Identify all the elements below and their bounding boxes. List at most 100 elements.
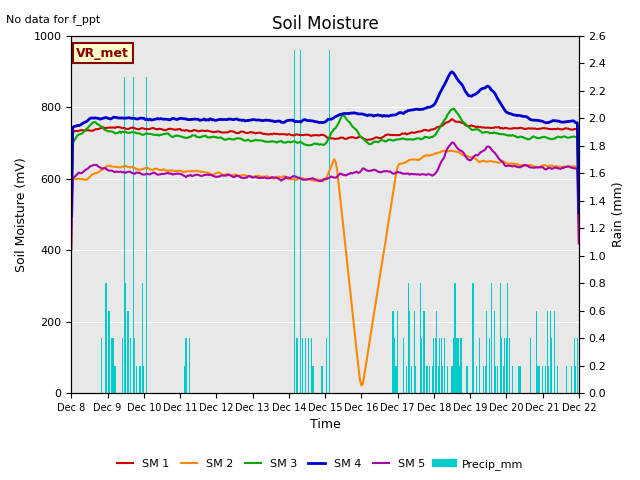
- Y-axis label: Soil Moisture (mV): Soil Moisture (mV): [15, 157, 28, 272]
- Bar: [294, 50, 296, 393]
- Bar: [536, 311, 537, 393]
- Bar: [441, 338, 442, 393]
- Bar: [392, 311, 394, 393]
- Bar: [502, 366, 504, 393]
- Bar: [483, 366, 484, 393]
- Bar: [550, 311, 551, 393]
- Bar: [479, 338, 480, 393]
- Bar: [447, 366, 448, 393]
- Bar: [106, 283, 107, 393]
- Bar: [408, 283, 409, 393]
- Bar: [432, 366, 433, 393]
- Bar: [143, 366, 145, 393]
- Bar: [444, 338, 445, 393]
- Bar: [577, 338, 578, 393]
- Bar: [476, 366, 477, 393]
- Bar: [548, 366, 549, 393]
- Bar: [460, 338, 461, 393]
- Bar: [184, 366, 185, 393]
- Bar: [146, 77, 147, 393]
- X-axis label: Time: Time: [310, 419, 340, 432]
- Bar: [429, 366, 430, 393]
- Bar: [472, 283, 474, 393]
- Bar: [442, 366, 444, 393]
- Bar: [504, 338, 506, 393]
- Bar: [186, 338, 187, 393]
- Bar: [136, 366, 137, 393]
- Bar: [113, 338, 114, 393]
- Bar: [424, 311, 426, 393]
- Legend: SM 1, SM 2, SM 3, SM 4, SM 5, Precip_mm: SM 1, SM 2, SM 3, SM 4, SM 5, Precip_mm: [112, 455, 528, 474]
- Bar: [573, 338, 575, 393]
- Bar: [305, 338, 306, 393]
- Bar: [409, 311, 410, 393]
- Bar: [297, 338, 298, 393]
- Bar: [300, 50, 301, 393]
- Bar: [489, 338, 490, 393]
- Y-axis label: Rain (mm): Rain (mm): [612, 182, 625, 247]
- Bar: [134, 338, 135, 393]
- Text: VR_met: VR_met: [76, 47, 129, 60]
- Bar: [454, 283, 456, 393]
- Bar: [542, 366, 543, 393]
- Bar: [124, 77, 125, 393]
- Bar: [403, 338, 404, 393]
- Bar: [501, 338, 502, 393]
- Bar: [500, 283, 501, 393]
- Bar: [539, 366, 540, 393]
- Bar: [451, 366, 452, 393]
- Bar: [394, 338, 395, 393]
- Bar: [413, 311, 415, 393]
- Bar: [500, 311, 501, 393]
- Bar: [530, 338, 531, 393]
- Bar: [497, 366, 498, 393]
- Bar: [396, 366, 397, 393]
- Bar: [519, 366, 520, 393]
- Bar: [140, 366, 141, 393]
- Bar: [321, 366, 323, 393]
- Bar: [491, 283, 492, 393]
- Bar: [411, 366, 412, 393]
- Bar: [547, 311, 548, 393]
- Bar: [439, 338, 440, 393]
- Bar: [538, 366, 539, 393]
- Bar: [101, 338, 102, 393]
- Bar: [427, 366, 428, 393]
- Bar: [420, 283, 421, 393]
- Bar: [122, 338, 124, 393]
- Bar: [438, 366, 439, 393]
- Bar: [127, 311, 128, 393]
- Bar: [467, 366, 468, 393]
- Bar: [329, 50, 330, 393]
- Bar: [406, 366, 407, 393]
- Bar: [495, 366, 497, 393]
- Bar: [415, 366, 416, 393]
- Bar: [326, 338, 327, 393]
- Bar: [458, 338, 459, 393]
- Text: No data for f_ppt: No data for f_ppt: [6, 14, 100, 25]
- Bar: [139, 366, 140, 393]
- Bar: [575, 366, 577, 393]
- Bar: [545, 366, 546, 393]
- Bar: [108, 311, 109, 393]
- Bar: [433, 338, 435, 393]
- Bar: [557, 366, 558, 393]
- Bar: [125, 283, 126, 393]
- Bar: [302, 338, 303, 393]
- Bar: [456, 338, 457, 393]
- Bar: [436, 311, 438, 393]
- Bar: [571, 366, 572, 393]
- Bar: [435, 338, 436, 393]
- Bar: [426, 366, 427, 393]
- Bar: [551, 338, 552, 393]
- Bar: [566, 366, 568, 393]
- Bar: [422, 311, 424, 393]
- Bar: [484, 366, 486, 393]
- Bar: [493, 311, 495, 393]
- Bar: [129, 338, 131, 393]
- Bar: [111, 338, 113, 393]
- Bar: [518, 366, 519, 393]
- Bar: [141, 283, 143, 393]
- Bar: [308, 338, 309, 393]
- Bar: [506, 338, 507, 393]
